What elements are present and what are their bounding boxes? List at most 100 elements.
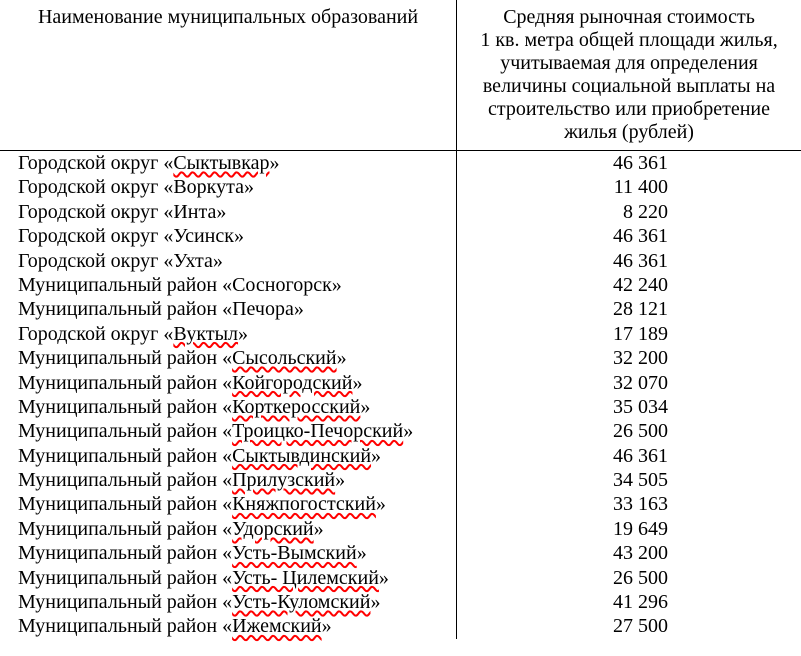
table-row: Муниципальный район «Прилузский»34 505 — [0, 468, 801, 492]
municipality-name: Муниципальный район «Усть- Цилемский» — [0, 566, 457, 590]
price-value: 28 121 — [457, 297, 801, 321]
price-value: 42 240 — [457, 273, 801, 297]
price-number: 8 220 — [590, 200, 668, 224]
name-wavy: Сыктывдинский — [232, 445, 371, 467]
price-value: 26 500 — [457, 419, 801, 443]
price-number: 27 500 — [590, 614, 668, 638]
name-prefix: Муниципальный район « — [18, 396, 232, 418]
price-number: 26 500 — [590, 566, 668, 590]
price-value: 43 200 — [457, 541, 801, 565]
price-value: 46 361 — [457, 224, 801, 248]
price-value: 32 200 — [457, 346, 801, 370]
price-number: 17 189 — [590, 322, 668, 346]
municipality-name: Городской округ «Ухта» — [0, 249, 457, 273]
name-prefix: Муниципальный район « — [18, 591, 232, 613]
name-wavy: Корткеросский — [232, 396, 360, 418]
table-row: Городской округ «Вуктыл»17 189 — [0, 322, 801, 346]
table-row: Муниципальный район «Сыктывдинский»46 36… — [0, 444, 801, 468]
price-value: 26 500 — [457, 566, 801, 590]
name-wavy: Троицко-Печорский — [232, 420, 403, 442]
price-value: 46 361 — [457, 444, 801, 468]
name-prefix: Городской округ «Воркута» — [18, 176, 254, 198]
name-prefix: Городской округ « — [18, 152, 173, 174]
municipality-name: Муниципальный район «Усть-Вымский» — [0, 541, 457, 565]
col-header-name: Наименование муниципальных образований — [0, 0, 457, 151]
name-suffix: » — [335, 469, 345, 491]
price-number: 19 649 — [590, 517, 668, 541]
table-row: Городской округ «Ухта» 46 361 — [0, 249, 801, 273]
municipality-name: Муниципальный район «Сосногорск» — [0, 273, 457, 297]
price-value: 27 500 — [457, 614, 801, 638]
name-wavy: Княжпогостский — [232, 493, 376, 515]
name-wavy: Сыктывкар — [173, 152, 269, 174]
name-prefix: Городской округ «Усинск» — [18, 225, 244, 247]
table-header-row: Наименование муниципальных образований С… — [0, 0, 801, 151]
price-value: 35 034 — [457, 395, 801, 419]
price-value: 41 296 — [457, 590, 801, 614]
table-row: Городской округ «Инта»8 220 — [0, 200, 801, 224]
table-row: Городской округ «Усинск» 46 361 — [0, 224, 801, 248]
name-prefix: Городской округ «Ухта» — [18, 250, 223, 272]
name-wavy: Койгородский — [232, 372, 352, 394]
name-suffix: » — [322, 615, 332, 637]
price-number: 33 163 — [590, 492, 668, 516]
name-prefix: Муниципальный район « — [18, 518, 232, 540]
name-prefix: Муниципальный район «Сосногорск» — [18, 274, 342, 296]
table-row: Муниципальный район «Койгородский» 32 070 — [0, 371, 801, 395]
price-number: 42 240 — [590, 273, 668, 297]
price-value: 33 163 — [457, 492, 801, 516]
name-prefix: Муниципальный район « — [18, 420, 232, 442]
name-prefix: Муниципальный район «Печора» — [18, 298, 304, 320]
name-suffix: » — [357, 542, 367, 564]
price-number: 28 121 — [590, 297, 668, 321]
name-prefix: Муниципальный район « — [18, 567, 232, 589]
price-number: 46 361 — [590, 249, 668, 273]
price-number: 46 361 — [590, 444, 668, 468]
table-row: Муниципальный район «Сосногорск» 42 240 — [0, 273, 801, 297]
price-value: 8 220 — [457, 200, 801, 224]
name-wavy: Усть-Куломский — [232, 591, 370, 613]
name-suffix: » — [270, 152, 280, 174]
table-row: Муниципальный район «Корткеросский» 35 03… — [0, 395, 801, 419]
price-number: 46 361 — [590, 224, 668, 248]
table-row: Городской округ «Сыктывкар» 46 361 — [0, 151, 801, 176]
price-number: 11 400 — [590, 175, 668, 199]
table-body: Городской округ «Сыктывкар»46 361Городск… — [0, 151, 801, 639]
name-suffix: » — [360, 396, 370, 418]
price-number: 46 361 — [590, 151, 668, 175]
municipality-name: Муниципальный район «Ижемский» — [0, 614, 457, 638]
price-value: 17 189 — [457, 322, 801, 346]
name-suffix: » — [352, 372, 362, 394]
price-number: 32 070 — [590, 371, 668, 395]
name-wavy: Сысольский — [232, 347, 337, 369]
name-wavy: Усть- Цилемский — [232, 567, 379, 589]
table-row: Муниципальный район «Усть-Вымский» 43 200 — [0, 541, 801, 565]
municipality-name: Городской округ «Усинск» — [0, 224, 457, 248]
name-wavy: Удорский — [232, 518, 314, 540]
price-value: 46 361 — [457, 151, 801, 176]
price-value: 32 070 — [457, 371, 801, 395]
price-value: 19 649 — [457, 517, 801, 541]
name-prefix: Муниципальный район « — [18, 445, 232, 467]
col-header-value: Средняя рыночная стоимость 1 кв. метра о… — [457, 0, 801, 151]
pricing-table: Наименование муниципальных образований С… — [0, 0, 801, 639]
name-suffix: » — [379, 567, 389, 589]
price-number: 26 500 — [590, 419, 668, 443]
name-prefix: Муниципальный район « — [18, 493, 232, 515]
name-prefix: Муниципальный район « — [18, 469, 232, 491]
price-value: 34 505 — [457, 468, 801, 492]
table-row: Муниципальный район «Печора» 28 121 — [0, 297, 801, 321]
name-prefix: Муниципальный район « — [18, 372, 232, 394]
name-wavy: Вуктыл — [173, 323, 238, 345]
name-suffix: » — [314, 518, 324, 540]
table-row: Муниципальный район «Троицко-Печорский» 2… — [0, 419, 801, 443]
municipality-name: Городской округ «Воркута» — [0, 175, 457, 199]
price-number: 34 505 — [590, 468, 668, 492]
name-prefix: Городской округ « — [18, 323, 173, 345]
price-number: 43 200 — [590, 541, 668, 565]
table-row: Муниципальный район «Княжпогостский»33 1… — [0, 492, 801, 516]
name-suffix: » — [403, 420, 413, 442]
municipality-name: Муниципальный район «Удорский» — [0, 517, 457, 541]
municipality-name: Муниципальный район «Троицко-Печорский» — [0, 419, 457, 443]
name-suffix: » — [370, 591, 380, 613]
